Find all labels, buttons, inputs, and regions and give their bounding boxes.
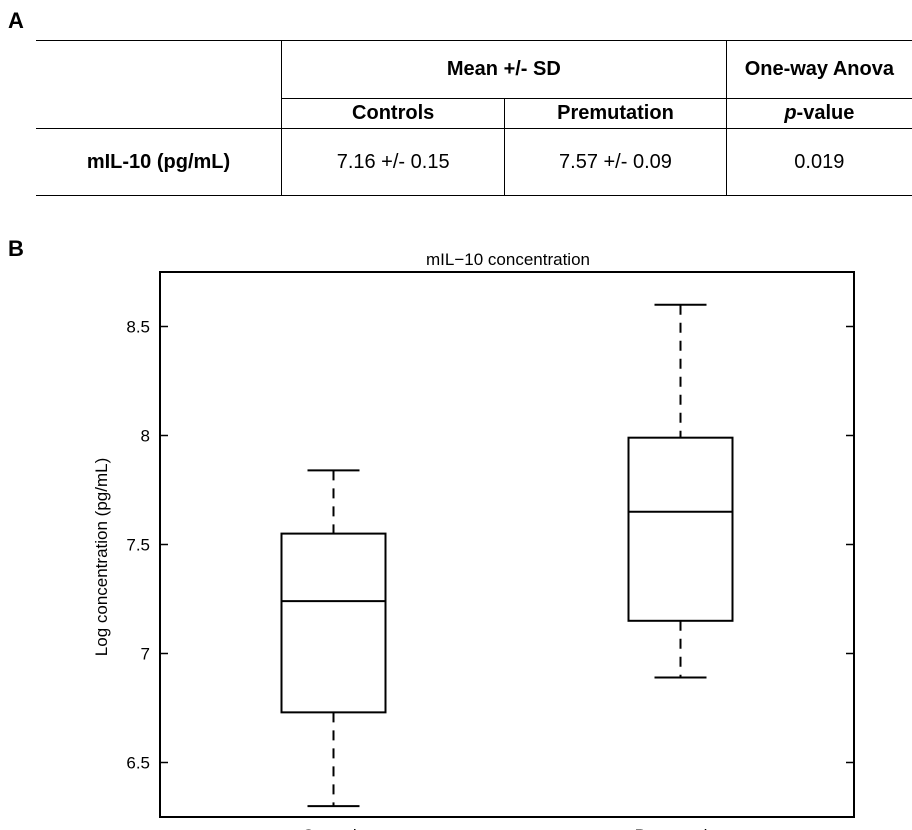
boxes [280,303,734,808]
stats-table: Mean +/- SD One-way Anova Controls Premu… [36,40,912,196]
panel-label-a: A [8,8,24,33]
header-mean-sd: Mean +/- SD [281,40,727,99]
p-letter: p [784,102,797,124]
x-axis-labels: Controls Premutation [302,826,726,830]
y-tick-label: 8 [141,427,150,446]
box-controls [280,469,387,808]
y-tick-label: 8.5 [126,318,150,337]
plot-frame [159,271,855,818]
row-label-mil10: mIL-10 (pg/mL) [36,128,283,196]
header-controls: Controls [281,98,506,129]
x-tick-label: Premutation [635,826,727,830]
y-axis-label: Log concentration (pg/mL) [92,458,111,656]
header-premutation: Premutation [504,98,727,129]
header-anova: One-way Anova [725,40,912,99]
panel-label-b: B [8,236,24,261]
cell-controls: 7.16 +/- 0.15 [281,128,506,196]
cell-premutation: 7.57 +/- 0.09 [504,128,727,196]
y-axis-ticks: 6.5 7 7.5 8 8.5 [126,318,854,773]
box-plot: mIL−10 concentration Log concentration (… [92,250,855,830]
p-suffix: -value [796,102,855,124]
box-iqr [280,532,387,714]
y-tick-label: 7 [141,645,150,664]
chart-title: mIL−10 concentration [426,250,590,269]
y-tick-label: 6.5 [126,754,150,773]
box-premutation [627,303,734,679]
cell-p-value: 0.019 [725,128,912,196]
table-corner-cell [36,40,283,129]
x-tick-label: Controls [302,826,365,830]
box-iqr [627,436,734,622]
header-p-value: p-value [725,98,912,129]
y-tick-label: 7.5 [126,536,150,555]
